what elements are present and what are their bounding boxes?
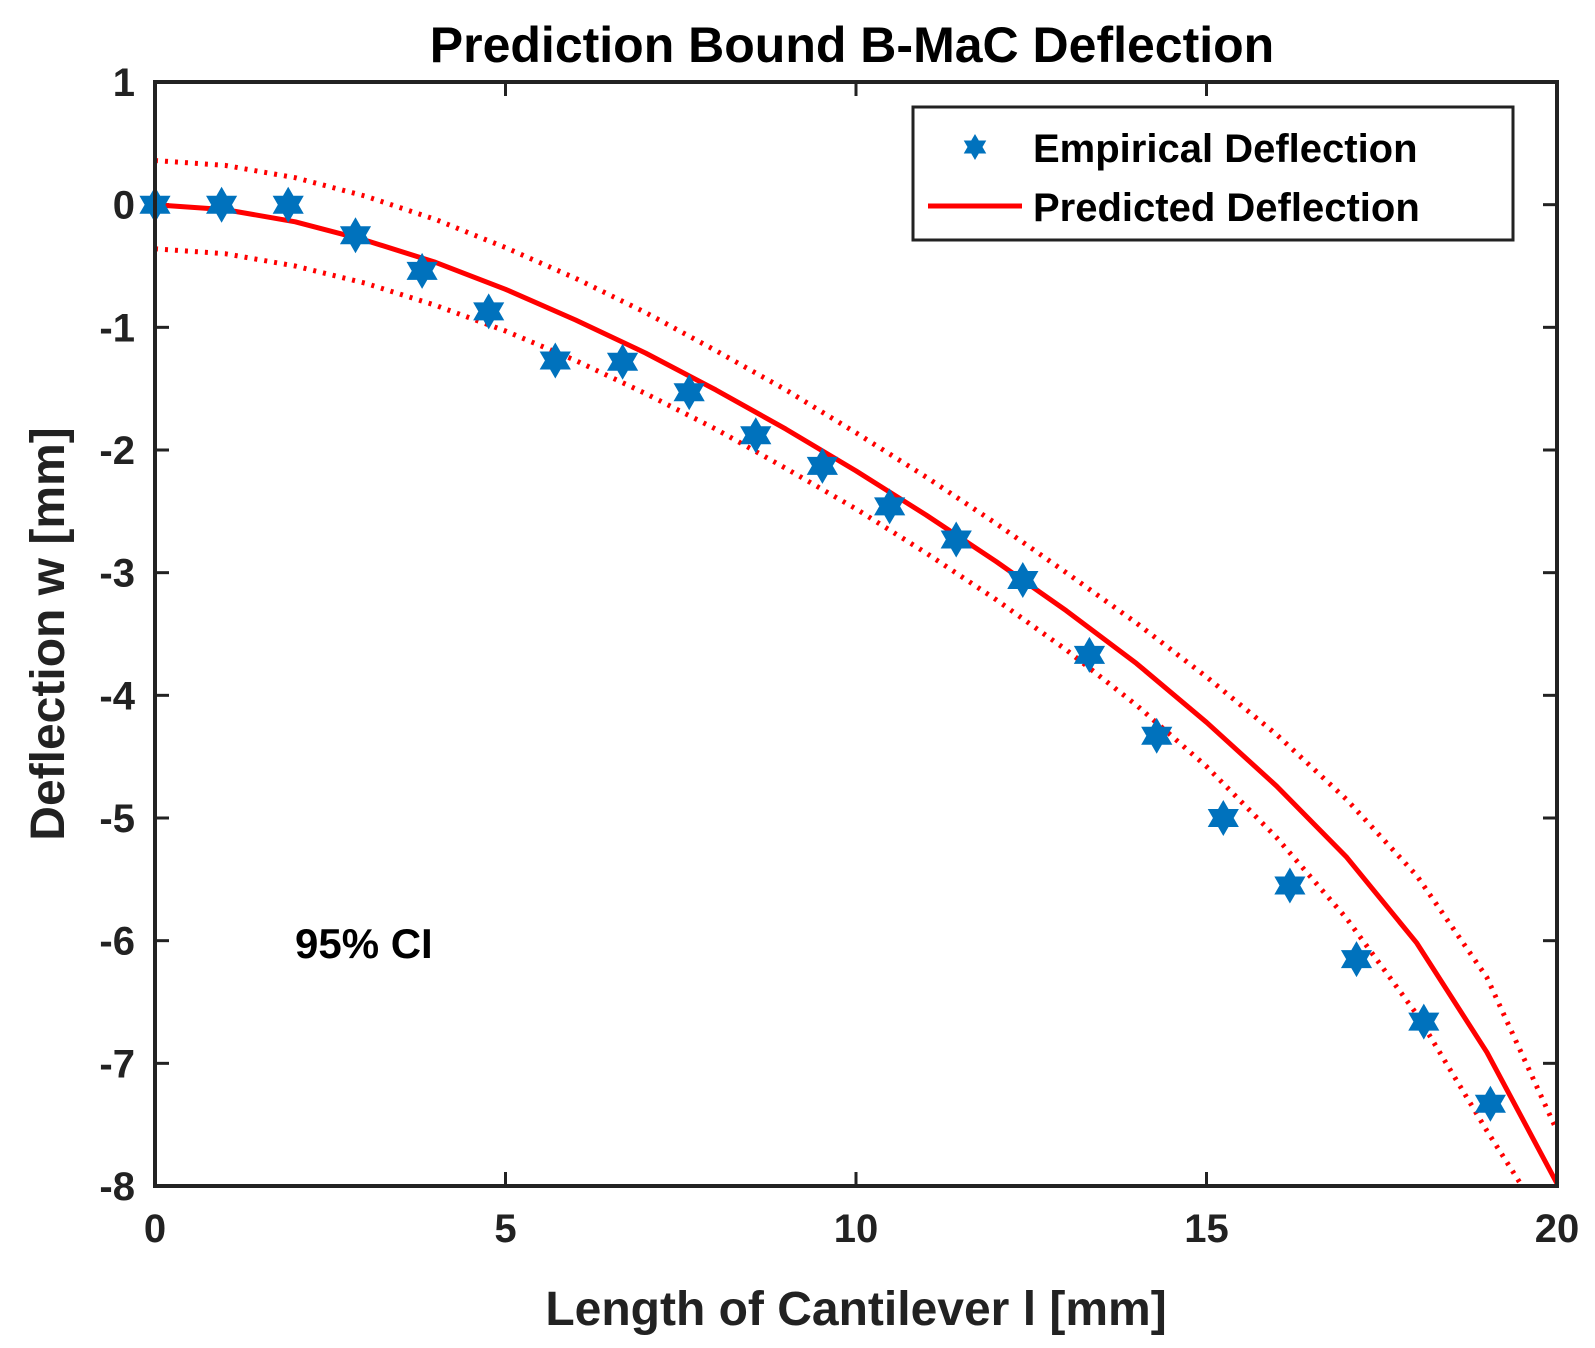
x-tick-label: 0	[144, 1207, 166, 1251]
empirical-point	[1073, 636, 1106, 673]
legend-label-empirical: Empirical Deflection	[1033, 127, 1418, 171]
empirical-point	[272, 186, 304, 223]
empirical-point	[606, 343, 639, 380]
x-tick-label: 5	[494, 1207, 516, 1251]
legend-hexagram-icon	[963, 134, 987, 160]
y-tick-label: -8	[99, 1165, 135, 1209]
empirical-point	[1207, 799, 1239, 837]
lower-bound-line	[154, 246, 1525, 1188]
y-tick-label: -7	[99, 1042, 135, 1086]
empirical-point	[1274, 867, 1306, 904]
empirical-point	[206, 186, 238, 223]
y-tick-label: -3	[99, 552, 135, 596]
y-tick-label: -4	[99, 674, 135, 718]
legend: Empirical Deflection Predicted Deflectio…	[911, 105, 1515, 242]
empirical-point	[406, 252, 438, 289]
legend-label-predicted: Predicted Deflection	[1033, 186, 1420, 230]
empirical-markers	[139, 186, 1506, 1122]
x-tick-label: 20	[1535, 1207, 1580, 1251]
empirical-point	[1007, 561, 1039, 599]
empirical-point	[1474, 1085, 1506, 1122]
ci-annotation: 95% CI	[295, 920, 433, 967]
empirical-point	[1340, 941, 1373, 978]
empirical-point	[940, 521, 972, 558]
y-tick-label: 1	[113, 61, 135, 105]
empirical-point	[1141, 717, 1173, 754]
legend-box	[911, 105, 1515, 242]
bound-lines	[154, 158, 1560, 1188]
y-tick-label: -6	[99, 920, 135, 964]
y-axis-label: Deflection w [mm]	[22, 427, 75, 840]
empirical-point	[740, 417, 772, 454]
legend-marker-empirical	[963, 134, 987, 160]
empirical-point	[539, 342, 571, 379]
x-tick-label: 15	[1184, 1207, 1229, 1251]
y-tick-label: 0	[113, 184, 135, 228]
plot-area	[155, 82, 1557, 1186]
y-tick-label: -2	[99, 429, 135, 473]
empirical-point	[473, 293, 505, 330]
predicted-line-group	[154, 202, 1560, 1185]
empirical-point	[1408, 1003, 1440, 1040]
empirical-point	[806, 447, 838, 484]
axes-frame	[153, 80, 1559, 1188]
y-tick-label: -5	[99, 797, 135, 841]
predicted-line	[154, 202, 1560, 1185]
empirical-point	[673, 374, 705, 411]
y-tick-label: -1	[99, 306, 135, 350]
x-tick-label: 10	[834, 1207, 879, 1251]
upper-bound-line	[154, 158, 1560, 1132]
chart-title: Prediction Bound B-MaC Deflection	[430, 17, 1274, 73]
empirical-point	[339, 217, 372, 254]
empirical-point	[874, 488, 906, 525]
x-axis-label: Length of Cantilever l [mm]	[545, 1283, 1166, 1336]
